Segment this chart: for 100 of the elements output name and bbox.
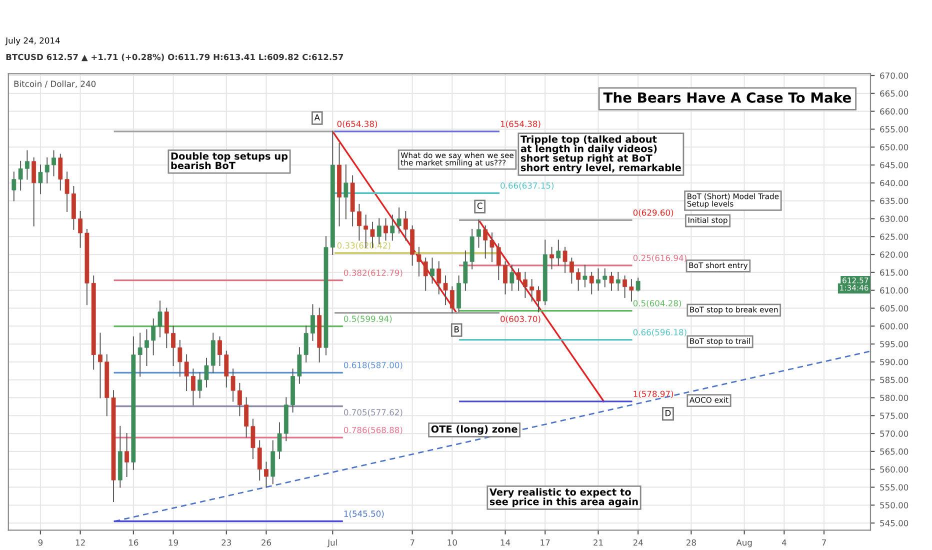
candlestick (184, 354, 189, 392)
x-tick-label: 9 (38, 539, 43, 546)
annotation: Very realistic to expect to see price in this area again (489, 488, 638, 508)
candlestick (403, 211, 408, 241)
y-tick-label: 575.00 (880, 412, 908, 419)
candlestick (629, 279, 634, 302)
y-tick-label: 570.00 (880, 430, 908, 437)
x-tick-label: 24 (633, 539, 643, 546)
candlestick (18, 160, 23, 191)
annotation: A (314, 114, 320, 120)
candlestick (496, 243, 501, 280)
candlestick (244, 397, 249, 438)
candlestick (609, 272, 614, 291)
y-tick-label: 555.00 (880, 484, 908, 491)
annotation: 0.705(577.62) (344, 409, 402, 416)
x-tick-label: Aug (736, 539, 752, 548)
candlestick (151, 318, 156, 356)
x-tick-label: Jul (327, 539, 337, 548)
y-tick-label: 560.00 (880, 466, 908, 473)
candlestick (38, 164, 43, 194)
annotation: 0.618(587.00) (344, 362, 402, 370)
x-tick-label: 7 (822, 539, 826, 546)
annotation: Double top setups up bearish BoT (171, 152, 288, 170)
candlestick (576, 268, 581, 291)
x-tick-label: 4 (782, 539, 786, 546)
y-tick-label: 670.00 (880, 72, 908, 79)
x-tick-label: 26 (262, 539, 272, 546)
candlestick (124, 433, 130, 477)
text: The Bears Have A Case To Make (603, 92, 851, 103)
candlestick (589, 272, 594, 294)
candlestick (12, 172, 16, 202)
annotation: 0.66(637.15) (500, 182, 554, 190)
candlestick (204, 358, 209, 388)
candlestick (384, 218, 388, 241)
annotation: 0.382(612.79) (344, 269, 402, 277)
candlestick (536, 286, 541, 312)
chart-subtitle: July 24, 2014 (5, 37, 60, 46)
candlestick (476, 220, 481, 248)
candlestick (423, 258, 428, 291)
candlestick (218, 336, 222, 366)
candlestick (264, 462, 268, 488)
candlestick (78, 211, 83, 248)
x-tick-label: 17 (540, 539, 550, 546)
annotation: B (454, 326, 459, 332)
y-tick-label: 600.00 (880, 323, 908, 330)
y-tick-label: 615.00 (880, 269, 908, 276)
y-tick-label: 665.00 (880, 90, 908, 97)
y-tick-label: 650.00 (880, 144, 908, 150)
y-tick-label: 585.00 (880, 376, 908, 384)
candlestick (297, 347, 302, 384)
y-tick-label: 655.00 (880, 126, 908, 132)
annotation: Tripple top (talked about at length in daily videos) short setup right at BoT short entry level, remarkable (520, 135, 681, 174)
candlestick (636, 278, 640, 292)
annotation: OTE (long) zone (431, 425, 518, 435)
annotation: 0.66(596.18) (633, 328, 686, 336)
candlestick (250, 418, 256, 460)
y-tick-label: 545.00 (880, 520, 908, 526)
candlestick (32, 157, 36, 226)
candlestick (164, 308, 169, 348)
candlestick (530, 279, 534, 302)
candlestick (443, 276, 448, 306)
candlestick (191, 368, 196, 406)
candlestick (390, 214, 395, 241)
candlestick (277, 422, 282, 460)
y-tick-label: 625.00 (880, 234, 908, 240)
y-tick-label: 605.00 (880, 305, 908, 312)
annotation: 0.5(604.28) (633, 300, 682, 308)
text: BTCUSD 612.57 ▲ +1.71 (+0.28%) O:611.79 H:613.41 L:609.82 C:612.57 (6, 54, 344, 62)
candlestick (556, 240, 561, 266)
annotation: 1(578.97) (634, 390, 674, 398)
candlestick (237, 382, 242, 416)
annotation: C (477, 202, 482, 209)
annotation: 0.786(568.88) (344, 426, 402, 434)
candlestick (344, 164, 348, 220)
y-tick-label: 645.00 (880, 162, 908, 168)
candlestick (304, 326, 308, 362)
y-tick-label: 630.00 (880, 216, 908, 222)
y-tick-label: 620.00 (880, 251, 908, 258)
candlestick (25, 150, 30, 180)
candlestick (550, 246, 554, 270)
annotation: 0(603.70) (500, 316, 540, 324)
y-tick-label: 610.00 (880, 287, 908, 294)
x-tick-label: 14 (500, 539, 510, 546)
candlestick (430, 258, 434, 284)
x-tick-label: 23 (222, 539, 232, 546)
candlestick (58, 154, 63, 191)
annotation: 0.25(616.94) (633, 254, 686, 262)
candlestick (357, 204, 362, 241)
x-tick-label: 19 (168, 539, 178, 546)
annotation: Bitcoin / Dollar, 240 (14, 80, 96, 88)
candlestick (257, 440, 262, 481)
candlestick (516, 268, 521, 291)
y-tick-label: 550.00 (880, 502, 908, 508)
candlestick (596, 268, 600, 291)
candlestick (523, 272, 528, 298)
candlestick (396, 207, 402, 234)
candlestick (158, 300, 162, 338)
candlestick (616, 272, 620, 291)
candlestick (310, 304, 315, 341)
candlestick (602, 268, 608, 288)
